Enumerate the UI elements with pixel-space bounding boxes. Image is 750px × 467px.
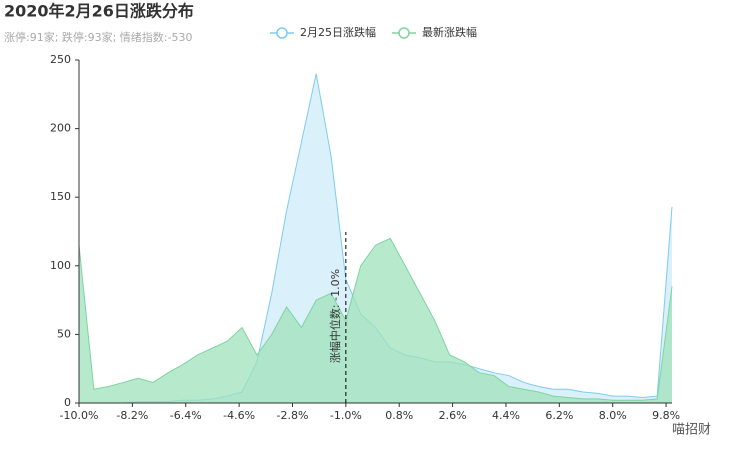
y-tick-label: 250 (50, 53, 71, 66)
x-tick-label: 4.4% (492, 409, 520, 422)
legend-label: 2月25日涨跌幅 (300, 25, 376, 39)
legend-marker (398, 27, 410, 39)
x-tick-label: -6.4% (170, 409, 202, 422)
x-tick-label: -1.0% (330, 409, 362, 422)
chart-title: 2020年2月26日涨跌分布 (4, 2, 194, 21)
x-tick-label: 0.8% (385, 409, 413, 422)
x-tick-label: 2.6% (439, 409, 467, 422)
x-tick-label: 9.8% (652, 409, 680, 422)
series-line (78, 237, 673, 401)
x-tick-label: 8.0% (599, 409, 627, 422)
legend-label: 最新涨跌幅 (422, 25, 477, 39)
x-tick-label: -8.2% (116, 409, 148, 422)
x-tick-label: -4.6% (223, 409, 255, 422)
area-fill (79, 238, 672, 403)
y-tick-label: 50 (57, 327, 71, 340)
y-tick-label: 150 (50, 190, 71, 203)
x-tick-label: -10.0% (60, 409, 99, 422)
y-tick-label: 100 (50, 259, 71, 272)
watermark: 喵招财 (672, 423, 711, 438)
median-label: 涨幅中位数: -1.0% (328, 269, 342, 363)
y-tick-label: 0 (64, 396, 71, 409)
x-tick-label: -2.8% (277, 409, 309, 422)
y-tick-label: 200 (50, 122, 71, 135)
chart-subtitle: 涨停:91家; 跌停:93家; 情绪指数:-530 (4, 30, 192, 44)
x-tick-label: 6.2% (545, 409, 573, 422)
legend-marker (276, 27, 288, 39)
